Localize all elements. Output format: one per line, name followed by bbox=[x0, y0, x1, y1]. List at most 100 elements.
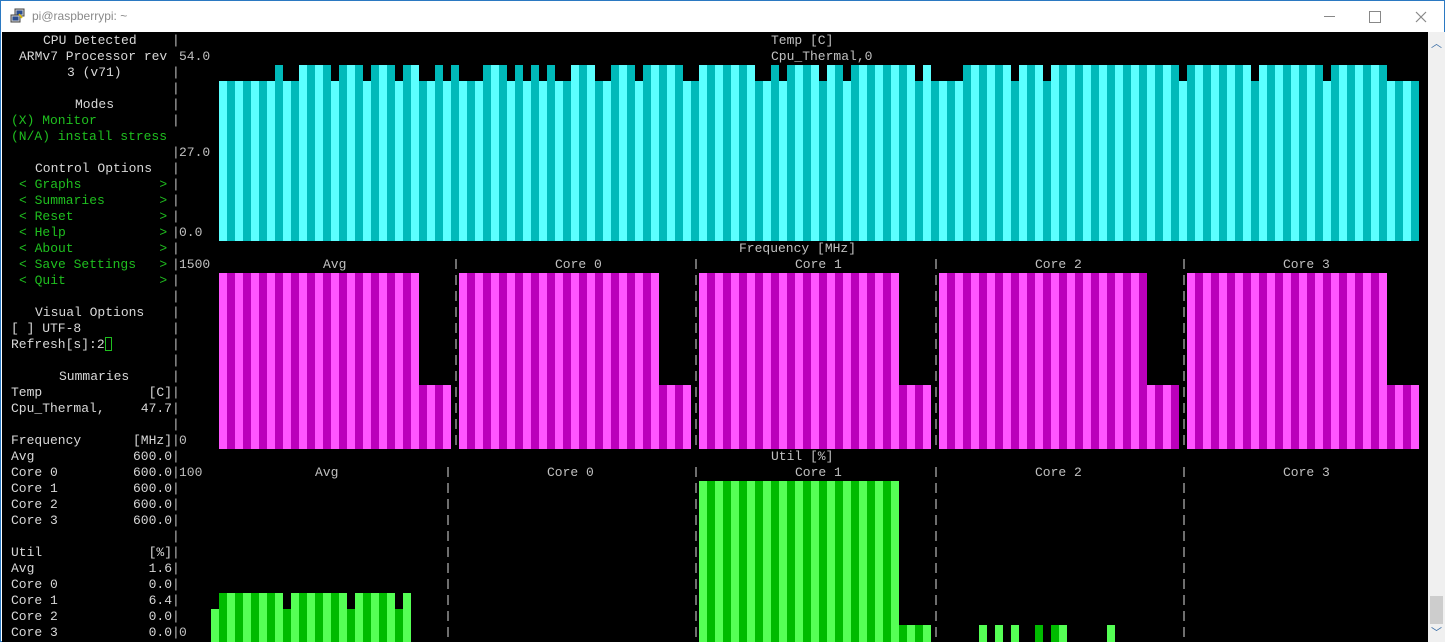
frequency-bar bbox=[1219, 273, 1227, 449]
frequency-bar bbox=[1307, 273, 1315, 449]
frequency-bar bbox=[595, 273, 603, 449]
putty-app-icon[interactable] bbox=[10, 8, 26, 24]
temp-bar bbox=[1203, 65, 1211, 241]
panel-separator bbox=[1183, 259, 1185, 449]
frequency-bar bbox=[1115, 273, 1123, 449]
temp-bar bbox=[411, 65, 419, 241]
summary-row-label: Core 2 bbox=[11, 609, 58, 624]
control-about-button[interactable]: < About > bbox=[19, 241, 168, 256]
control-reset-button[interactable]: < Reset > bbox=[19, 209, 168, 224]
maximize-button[interactable] bbox=[1352, 1, 1398, 32]
temp-bar bbox=[275, 65, 283, 241]
frequency-bar bbox=[531, 273, 539, 449]
temp-bar bbox=[715, 65, 723, 241]
panel-separator bbox=[935, 259, 937, 449]
frequency-panel-label: Core 0 bbox=[555, 257, 602, 272]
scroll-down-button[interactable]: ﹀ bbox=[1428, 623, 1445, 640]
util-bar bbox=[211, 609, 219, 642]
util-bar bbox=[267, 593, 275, 642]
temp-bar bbox=[1379, 65, 1387, 241]
mode-install-stress[interactable]: (N/A) install stress bbox=[11, 129, 168, 144]
summary-row-label: Core 0 bbox=[11, 577, 58, 592]
temp-tick-min: 0.0 bbox=[179, 225, 203, 240]
frequency-bar bbox=[1387, 385, 1395, 449]
frequency-bar bbox=[1035, 273, 1043, 449]
summary-row-value: 600.0 bbox=[132, 465, 172, 480]
temp-bar bbox=[467, 81, 475, 241]
frequency-bar bbox=[411, 273, 419, 449]
frequency-bar bbox=[1227, 273, 1235, 449]
frequency-bar bbox=[907, 385, 915, 449]
frequency-bar bbox=[643, 273, 651, 449]
frequency-bar bbox=[587, 273, 595, 449]
temp-bar bbox=[755, 81, 763, 241]
summary-row-label: Avg bbox=[11, 561, 35, 576]
temp-bar bbox=[339, 65, 347, 241]
utf8-checkbox[interactable]: [ ] UTF-8 bbox=[11, 321, 82, 336]
frequency-bar bbox=[1331, 273, 1339, 449]
temp-bar bbox=[251, 81, 259, 241]
window-title: pi@raspberrypi: ~ bbox=[32, 9, 128, 23]
temp-bar bbox=[1091, 65, 1099, 241]
frequency-bar bbox=[1051, 273, 1059, 449]
temp-bar bbox=[1011, 81, 1019, 241]
close-button[interactable] bbox=[1398, 1, 1444, 32]
temp-bar bbox=[1027, 65, 1035, 241]
frequency-bar bbox=[259, 273, 267, 449]
util-bar bbox=[979, 625, 987, 642]
summary-row-label: Core 3 bbox=[11, 625, 58, 640]
frequency-bar bbox=[323, 273, 331, 449]
frequency-bar bbox=[1195, 273, 1203, 449]
control-help-button[interactable]: < Help > bbox=[19, 225, 168, 240]
temp-bar bbox=[835, 65, 843, 241]
mode-monitor[interactable]: (X) Monitor bbox=[11, 113, 97, 128]
frequency-bar bbox=[1275, 273, 1283, 449]
temp-bar bbox=[387, 65, 395, 241]
frequency-bar bbox=[571, 273, 579, 449]
control-summaries-button[interactable]: < Summaries > bbox=[19, 193, 168, 208]
temp-bar bbox=[1211, 65, 1219, 241]
frequency-bar bbox=[675, 385, 683, 449]
summary-row-label: Cpu_Thermal, bbox=[11, 401, 105, 416]
frequency-bar bbox=[939, 273, 947, 449]
control-graphs-button[interactable]: < Graphs > bbox=[19, 177, 168, 192]
temp-bar bbox=[539, 81, 547, 241]
util-panel-label: Avg bbox=[315, 465, 339, 480]
scroll-up-button[interactable]: ︿ bbox=[1428, 34, 1445, 51]
frequency-bar bbox=[955, 273, 963, 449]
sidebar-divider: | bbox=[172, 353, 180, 368]
util-bar bbox=[379, 593, 387, 642]
temp-bar bbox=[1107, 65, 1115, 241]
temp-bar bbox=[483, 65, 491, 241]
temp-bar bbox=[1331, 65, 1339, 241]
temp-bar bbox=[955, 81, 963, 241]
frequency-bar bbox=[467, 273, 475, 449]
util-bar bbox=[747, 481, 755, 642]
util-bar bbox=[907, 625, 915, 642]
util-bar bbox=[811, 481, 819, 642]
temp-bar bbox=[939, 81, 947, 241]
temp-bar bbox=[1235, 65, 1243, 241]
temp-bar bbox=[403, 65, 411, 241]
minimize-button[interactable] bbox=[1306, 1, 1352, 32]
temp-bar bbox=[435, 65, 443, 241]
frequency-bar bbox=[499, 273, 507, 449]
frequency-bar bbox=[347, 273, 355, 449]
terminal-area[interactable]: CPU Detected ARMv7 Processor rev 3 (v71) Mo… bbox=[2, 32, 1428, 642]
sidebar-divider: | bbox=[172, 417, 180, 432]
frequency-bar bbox=[443, 385, 451, 449]
sidebar-divider: | bbox=[172, 529, 180, 544]
util-bar bbox=[875, 481, 883, 642]
vertical-scrollbar[interactable]: ︿ ﹀ bbox=[1428, 32, 1445, 642]
summary-row-value: [MHz] bbox=[132, 433, 172, 448]
refresh-field[interactable]: Refresh[s]:2 bbox=[11, 337, 112, 353]
title-bar[interactable]: pi@raspberrypi: ~ bbox=[1, 1, 1444, 32]
control-save-settings-button[interactable]: < Save Settings > bbox=[19, 257, 168, 272]
summary-row-value: 0.0 bbox=[148, 625, 172, 640]
frequency-bar bbox=[1403, 385, 1411, 449]
util-bar bbox=[843, 481, 851, 642]
temp-bar bbox=[1275, 65, 1283, 241]
control-quit-button[interactable]: < Quit > bbox=[19, 273, 168, 288]
temp-bar bbox=[515, 65, 523, 241]
scroll-thumb[interactable] bbox=[1430, 596, 1443, 624]
